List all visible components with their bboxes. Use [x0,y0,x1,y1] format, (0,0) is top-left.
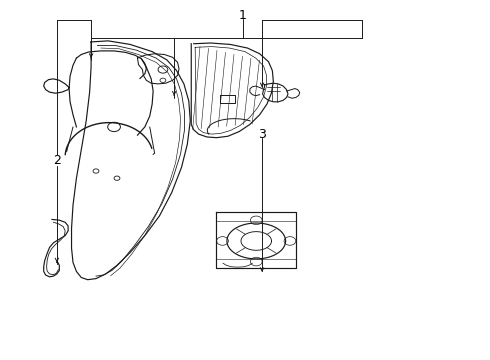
Text: 3: 3 [258,127,266,141]
Text: 1: 1 [239,9,246,22]
Text: 2: 2 [53,154,61,167]
